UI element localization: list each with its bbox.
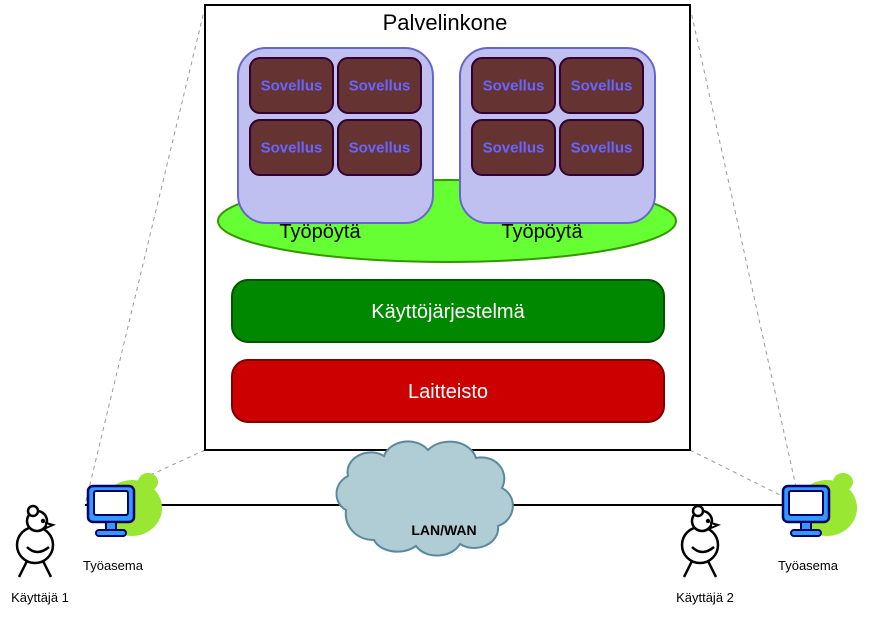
layer-label: Laitteisto: [408, 381, 488, 403]
perspective-line: [690, 7, 800, 505]
app-label: Sovellus: [571, 78, 633, 95]
app-label: Sovellus: [349, 78, 411, 95]
workstation-label: Työasema: [778, 558, 839, 573]
server-title: Palvelinkone: [383, 10, 508, 35]
app-label: Sovellus: [261, 78, 323, 95]
user-label: Käyttäjä 2: [676, 590, 734, 605]
network-cloud-label: LAN/WAN: [411, 522, 476, 538]
network-cloud-icon: [337, 441, 513, 555]
workstation-label: Työasema: [83, 558, 144, 573]
app-label: Sovellus: [571, 140, 633, 157]
diagram-canvas: Palvelinkone Sovellus Sovellus Sovellus Sove…: [0, 0, 883, 612]
user-label: Käyttäjä 1: [11, 590, 69, 605]
app-label: Sovellus: [483, 78, 545, 95]
user-icon: [682, 506, 718, 577]
user-icon: [17, 506, 53, 577]
perspective-line: [85, 7, 205, 505]
app-label: Sovellus: [261, 140, 323, 157]
desktop-label: Työpöytä: [501, 221, 583, 243]
workstation-icon: [783, 473, 857, 536]
workstation-icon: [88, 473, 162, 536]
desktop-label: Työpöytä: [279, 221, 361, 243]
layer-label: Käyttöjärjestelmä: [371, 301, 525, 323]
app-label: Sovellus: [349, 140, 411, 157]
app-label: Sovellus: [483, 140, 545, 157]
